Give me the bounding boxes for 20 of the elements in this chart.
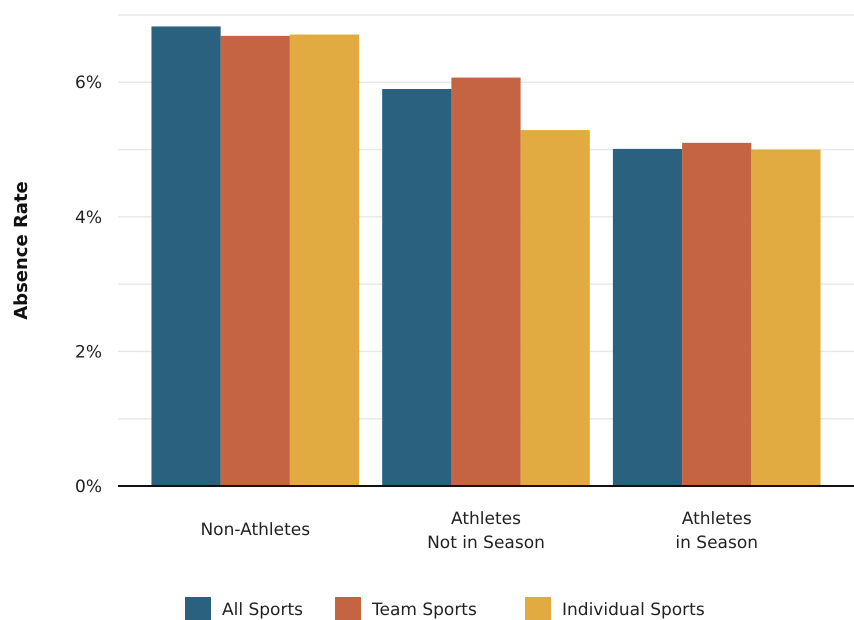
x-tick-label: Athletes Not in Season (427, 509, 545, 553)
bar (220, 36, 290, 486)
bar (612, 148, 682, 486)
x-tick-label: Non-Athletes (200, 520, 310, 540)
y-tick-label: 4% (75, 208, 102, 228)
y-tick-label: 2% (75, 342, 102, 362)
bar (451, 78, 521, 486)
bar (151, 26, 221, 486)
x-tick-label: Athletes in Season (675, 509, 758, 553)
bar (682, 142, 752, 486)
legend-label: All Sports (222, 600, 304, 620)
y-axis-title: Absence Rate (11, 181, 32, 320)
bar (290, 34, 360, 486)
legend-label: Team Sports (371, 600, 477, 620)
y-tick-label: 6% (75, 73, 102, 94)
bar (751, 150, 821, 486)
bar (382, 89, 452, 486)
y-tick-label: 0% (75, 476, 102, 497)
bar (520, 130, 590, 486)
legend-label: Individual Sports (562, 600, 705, 620)
